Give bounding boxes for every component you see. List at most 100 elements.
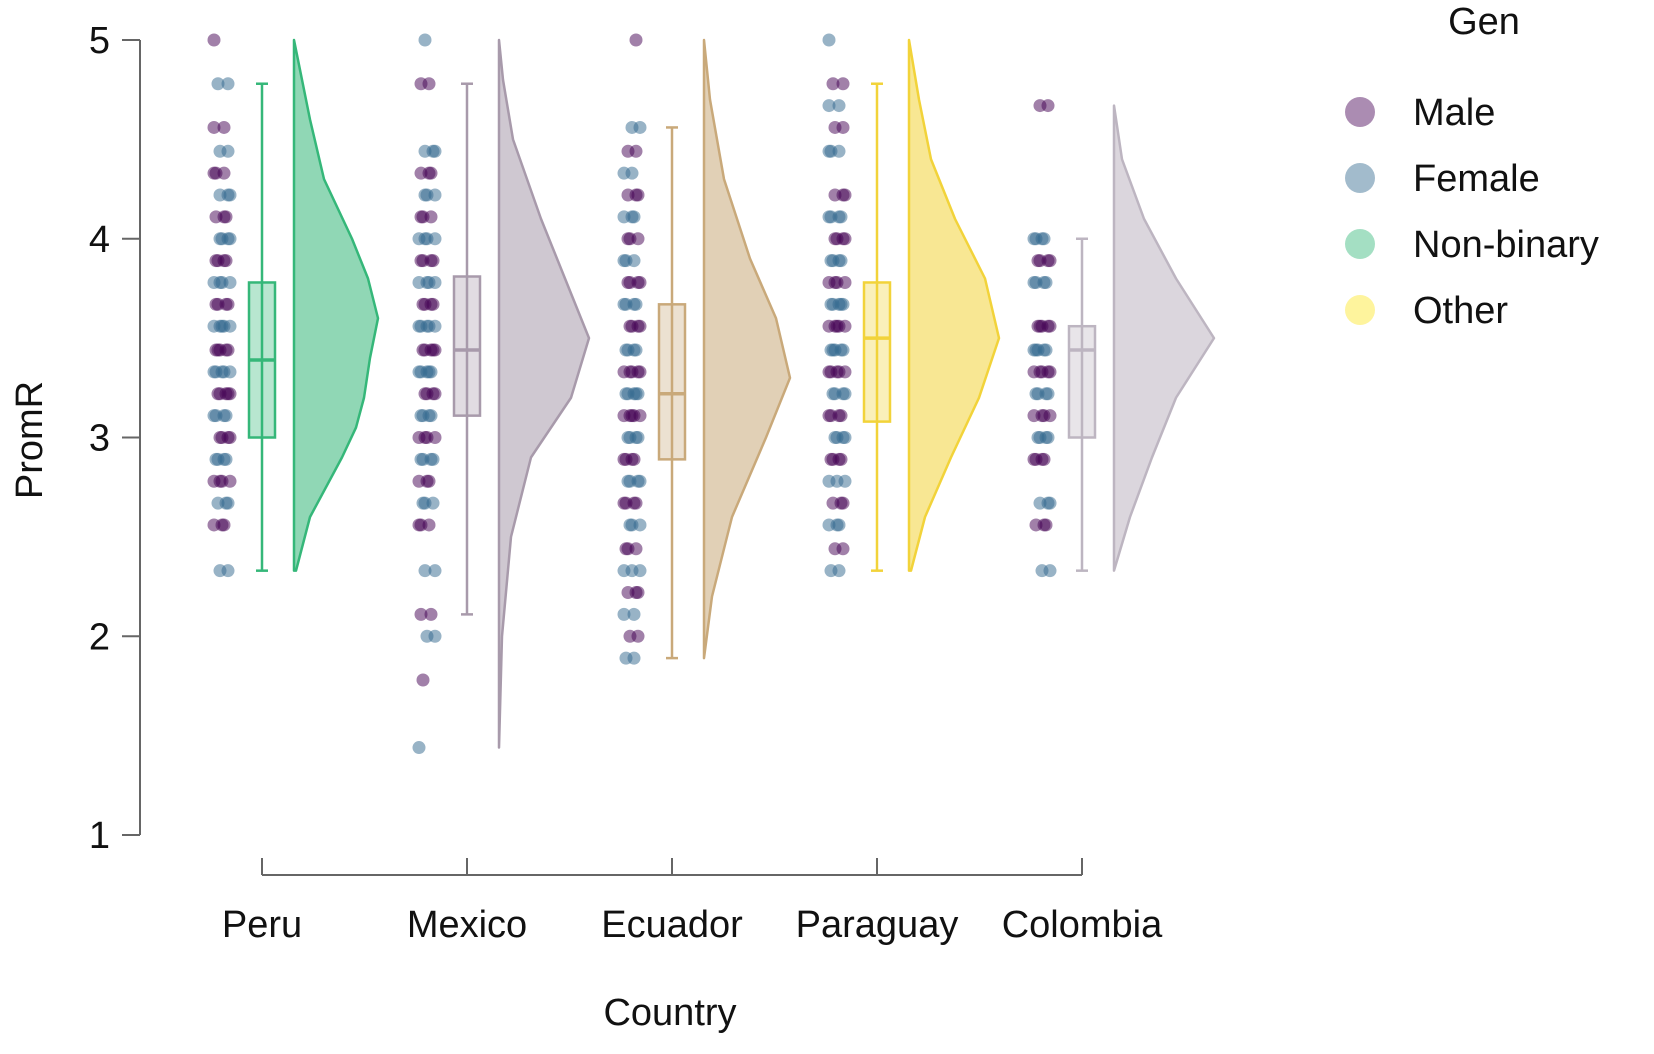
data-point [424, 607, 438, 621]
data-point [832, 297, 846, 311]
data-point [629, 188, 643, 202]
data-point [629, 431, 643, 444]
box-plots [247, 82, 1097, 660]
data-point [1041, 496, 1055, 510]
box-iqr [1067, 324, 1097, 439]
data-point [418, 431, 432, 444]
data-point [221, 431, 235, 444]
data-point [627, 297, 641, 311]
legend-label-non-binary: Non-binary [1413, 224, 1599, 266]
data-point [828, 319, 842, 333]
data-point [416, 496, 430, 510]
data-point [631, 319, 645, 333]
data-point [627, 496, 641, 510]
data-point [209, 297, 223, 311]
box-plot-ecuador [657, 126, 687, 660]
box-plot-paraguay [862, 82, 892, 572]
data-point [1037, 343, 1051, 357]
data-point [209, 343, 223, 357]
data-point [217, 120, 231, 134]
data-point [834, 343, 848, 357]
legend-swatch-other [1345, 295, 1375, 325]
data-point [836, 542, 850, 556]
points-colombia [1027, 99, 1057, 578]
data-point [832, 99, 846, 113]
data-point [428, 629, 442, 643]
data-point [822, 409, 836, 423]
data-point [211, 77, 225, 91]
data-point [424, 210, 438, 224]
y-ticks: 1 2 3 4 5 [89, 20, 140, 857]
data-point [629, 144, 643, 158]
legend-label-female: Female [1413, 158, 1540, 200]
data-point [631, 275, 645, 289]
y-tick-label: 4 [89, 219, 110, 261]
box-iqr [862, 281, 892, 423]
data-point [1037, 275, 1051, 289]
legend-title: Gen [1448, 1, 1520, 43]
y-axis-title: PromR [9, 381, 51, 499]
data-point [428, 319, 442, 333]
data-point [822, 144, 836, 158]
data-point [1043, 564, 1057, 578]
data-point [414, 254, 428, 268]
density-cloud-mexico [497, 38, 591, 749]
data-point [215, 518, 229, 532]
data-point [422, 77, 436, 91]
data-point [213, 474, 227, 488]
data-point [213, 275, 227, 289]
data-point [207, 166, 221, 180]
legend-label-other: Other [1413, 290, 1508, 332]
box-plot-mexico [452, 82, 482, 616]
data-point [1027, 275, 1041, 289]
data-point [424, 452, 438, 466]
data-point [617, 496, 631, 510]
data-point [623, 518, 637, 532]
data-point [428, 564, 442, 578]
y-tick-label: 2 [89, 616, 110, 658]
data-point [1031, 319, 1045, 333]
x-tick-label-colombia: Colombia [1002, 904, 1163, 946]
data-point [412, 518, 426, 532]
data-point [221, 188, 235, 202]
data-point [631, 232, 645, 246]
data-point [617, 254, 631, 268]
data-point [629, 586, 643, 600]
box-plot-colombia [1067, 237, 1097, 572]
data-point [418, 188, 432, 202]
data-point [1041, 319, 1055, 333]
data-point [617, 607, 631, 621]
data-point [621, 474, 635, 488]
data-point [836, 77, 850, 91]
data-point [627, 343, 641, 357]
data-point [627, 607, 641, 621]
data-point [207, 409, 221, 423]
x-tick-label-paraguay: Paraguay [796, 904, 959, 946]
data-point [223, 275, 237, 289]
data-point [219, 496, 233, 510]
density-cloud-ecuador [702, 38, 792, 660]
data-point [830, 518, 844, 532]
data-point [217, 254, 231, 268]
data-point [838, 474, 852, 488]
data-point [213, 319, 227, 333]
data-point [221, 564, 235, 578]
data-point [1037, 518, 1051, 532]
data-point [1031, 254, 1045, 268]
data-point [832, 144, 846, 158]
data-point [631, 365, 645, 379]
data-point [426, 387, 440, 401]
data-point [1041, 99, 1055, 113]
points-paraguay [822, 33, 852, 578]
data-point [428, 431, 442, 444]
data-point [420, 365, 434, 379]
data-point [1041, 254, 1055, 268]
data-point [428, 232, 442, 246]
data-point [838, 275, 852, 289]
data-point [412, 741, 426, 755]
data-point [627, 651, 641, 665]
data-point [422, 409, 436, 423]
data-point [418, 232, 432, 246]
data-point [217, 210, 231, 224]
data-point [633, 564, 647, 578]
